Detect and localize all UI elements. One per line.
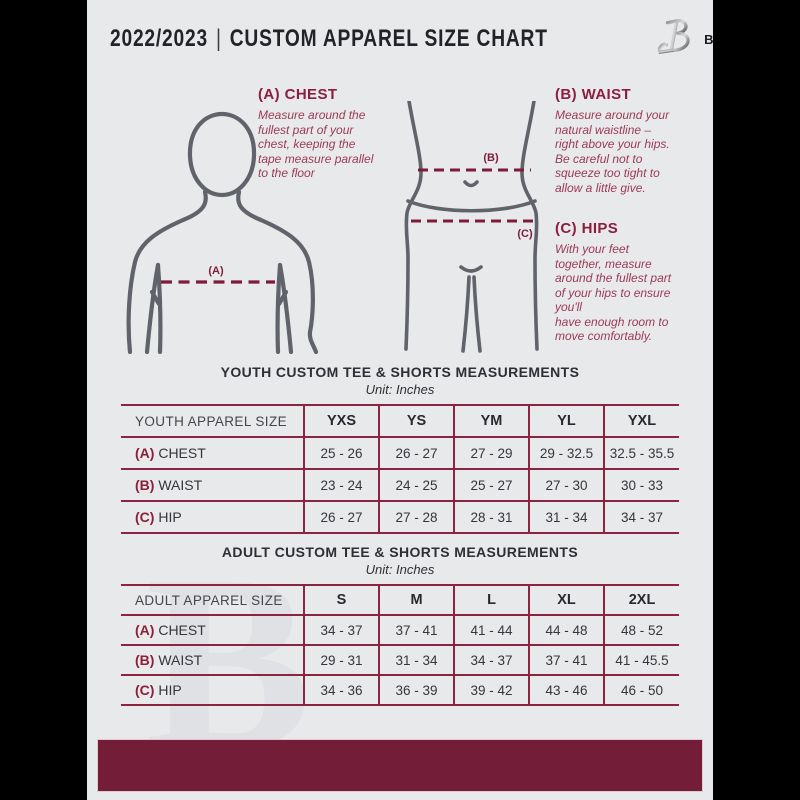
chest-line-label: (A): [208, 265, 224, 277]
cell-value: 48 - 52: [603, 615, 679, 645]
table-row: (C) HIP 34 - 36 36 - 39 39 - 42 43 - 46 …: [121, 675, 679, 705]
column-header: S: [303, 585, 379, 615]
youth-table-section: YOUTH CUSTOM TEE & SHORTS MEASUREMENTS U…: [87, 364, 713, 534]
column-header: XL: [528, 585, 604, 615]
cell-value: 29 - 31: [303, 645, 379, 675]
document-page: B 2022/2023 | CUSTOM APPAREL SIZE CHART: [87, 0, 713, 800]
cell-value: 43 - 46: [528, 675, 604, 705]
column-header: M: [378, 585, 454, 615]
title-text: CUSTOM APPAREL SIZE CHART: [229, 25, 548, 52]
footer-accent-bar: [97, 739, 703, 792]
column-header: YS: [378, 405, 454, 437]
adult-size-table: ADULT APPAREL SIZE S M L XL 2XL (A) CHES…: [121, 584, 679, 706]
table-row: (B) WAIST 23 - 24 24 - 25 25 - 27 27 - 3…: [121, 469, 679, 501]
cell-value: 34 - 37: [453, 645, 529, 675]
brand-lockup: BREAKAWAY: [657, 16, 713, 63]
cell-value: 23 - 24: [303, 469, 379, 501]
hips-heading: (C) HIPS: [555, 220, 619, 237]
table-header-row: ADULT APPAREL SIZE S M L XL 2XL: [121, 585, 679, 615]
cell-value: 27 - 28: [378, 501, 454, 533]
chest-figure-illustration: (A): [126, 111, 319, 354]
hips-instructions: With your feet together, measure around …: [555, 242, 672, 343]
table-row: (A) CHEST 25 - 26 26 - 27 27 - 29 29 - 3…: [121, 437, 679, 469]
column-header: YM: [453, 405, 529, 437]
cell-value: 46 - 50: [603, 675, 679, 705]
cell-value: 31 - 34: [528, 501, 604, 533]
cell-value: 34 - 37: [603, 501, 679, 533]
youth-table-unit: Unit: Inches: [365, 382, 435, 397]
header: 2022/2023 | CUSTOM APPAREL SIZE CHART: [87, 0, 713, 72]
cell-value: 36 - 39: [378, 675, 454, 705]
column-header: ADULT APPAREL SIZE: [135, 592, 283, 608]
row-label: (B) WAIST: [135, 477, 203, 493]
title-separator: |: [215, 25, 222, 52]
cell-value: 31 - 34: [378, 645, 454, 675]
cell-value: 25 - 27: [453, 469, 529, 501]
cell-value: 27 - 29: [453, 437, 529, 469]
cell-value: 37 - 41: [528, 645, 604, 675]
column-header: YXS: [303, 405, 379, 437]
cell-value: 32.5 - 35.5: [603, 437, 679, 469]
waist-line-label: (B): [483, 152, 499, 164]
row-label: (C) HIP: [135, 509, 182, 525]
hips-line-label: (C): [517, 228, 533, 240]
cell-value: 24 - 25: [378, 469, 454, 501]
adult-table-section: ADULT CUSTOM TEE & SHORTS MEASUREMENTS U…: [87, 544, 713, 706]
row-label: (A) CHEST: [135, 445, 206, 461]
cell-value: 39 - 42: [453, 675, 529, 705]
waist-instructions: Measure around your natural waistline – …: [555, 108, 670, 195]
row-label: (A) CHEST: [135, 622, 206, 638]
column-header: YXL: [603, 405, 679, 437]
row-label: (C) HIP: [135, 682, 182, 698]
table-row: (A) CHEST 34 - 37 37 - 41 41 - 44 44 - 4…: [121, 615, 679, 645]
title-year: 2022/2023: [110, 25, 208, 52]
cell-value: 25 - 26: [303, 437, 379, 469]
table-header-row: YOUTH APPAREL SIZE YXS YS YM YL YXL: [121, 405, 679, 437]
cell-value: 37 - 41: [378, 615, 454, 645]
breakaway-b-logo-icon: [657, 16, 695, 63]
brand-wordmark: BREAKAWAY: [704, 32, 713, 47]
column-header: YOUTH APPAREL SIZE: [135, 413, 287, 429]
page-title: 2022/2023 | CUSTOM APPAREL SIZE CHART: [110, 25, 548, 53]
cell-value: 44 - 48: [528, 615, 604, 645]
row-label: (B) WAIST: [135, 652, 203, 668]
waist-hips-figure-illustration: (B) (C): [404, 101, 539, 353]
column-header: 2XL: [603, 585, 679, 615]
cell-value: 34 - 36: [303, 675, 379, 705]
table-row: (B) WAIST 29 - 31 31 - 34 34 - 37 37 - 4…: [121, 645, 679, 675]
chest-heading: (A) CHEST: [258, 86, 338, 103]
chest-instructions: Measure around the fullest part of your …: [258, 108, 374, 180]
cell-value: 27 - 30: [528, 469, 604, 501]
cell-value: 41 - 44: [453, 615, 529, 645]
cell-value: 28 - 31: [453, 501, 529, 533]
column-header: YL: [528, 405, 604, 437]
cell-value: 30 - 33: [603, 469, 679, 501]
cell-value: 26 - 27: [378, 437, 454, 469]
cell-value: 29 - 32.5: [528, 437, 604, 469]
waist-heading: (B) WAIST: [555, 86, 632, 103]
adult-table-title: ADULT CUSTOM TEE & SHORTS MEASUREMENTS: [221, 544, 579, 560]
youth-table-title: YOUTH CUSTOM TEE & SHORTS MEASUREMENTS: [220, 364, 580, 380]
cell-value: 26 - 27: [303, 501, 379, 533]
cell-value: 41 - 45.5: [603, 645, 679, 675]
youth-size-table: YOUTH APPAREL SIZE YXS YS YM YL YXL (A) …: [121, 404, 679, 534]
cell-value: 34 - 37: [303, 615, 379, 645]
column-header: L: [453, 585, 529, 615]
table-row: (C) HIP 26 - 27 27 - 28 28 - 31 31 - 34 …: [121, 501, 679, 533]
adult-table-unit: Unit: Inches: [365, 562, 435, 577]
